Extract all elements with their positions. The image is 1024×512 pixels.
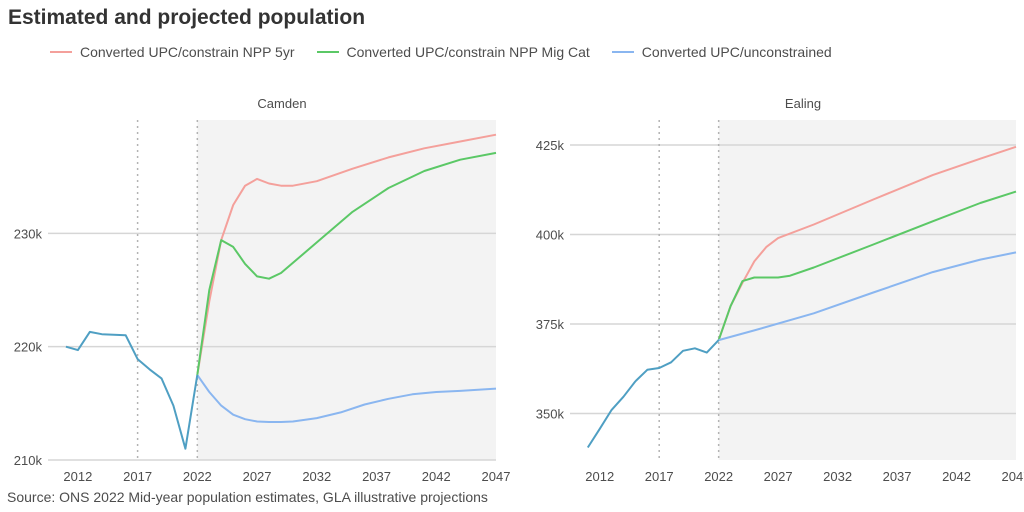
x-tick-label: 2022: [704, 469, 733, 484]
x-tick-label: 2047: [1002, 469, 1024, 484]
x-tick-label: 2027: [764, 469, 793, 484]
y-tick-label: 210k: [14, 453, 43, 468]
panel-title: Camden: [257, 96, 306, 111]
series-line-npp-5yr: [196, 133, 497, 376]
panel-ealing: 350k 375k 400k 425k 2012 2017 2022 2027 2032 2037…: [536, 96, 1024, 484]
x-tick-label: 2012: [585, 469, 614, 484]
panel-title: Ealing: [785, 96, 821, 111]
x-tick-label: 2032: [823, 469, 852, 484]
x-tick-label: 2032: [302, 469, 331, 484]
y-tick-label: 375k: [536, 317, 565, 332]
y-tick-label: 220k: [14, 340, 43, 355]
x-tick-label: 2022: [183, 469, 212, 484]
x-tick-label: 2017: [123, 469, 152, 484]
source-note: Source: ONS 2022 Mid-year population est…: [7, 489, 488, 505]
series-line-unconstrained: [196, 374, 497, 423]
projection-shade: [718, 120, 1016, 460]
y-tick-label: 350k: [536, 406, 565, 421]
x-tick-label: 2047: [482, 469, 511, 484]
legend: Converted UPC/constrain NPP 5yr Converte…: [50, 44, 854, 60]
legend-swatch-unconstrained: [611, 51, 634, 53]
legend-item-npp-5yr: Converted UPC/constrain NPP 5yr: [50, 44, 295, 60]
legend-swatch-npp-5yr: [50, 51, 72, 53]
y-tick-label: 400k: [536, 228, 565, 243]
history-line: [65, 330, 199, 450]
legend-item-unconstrained: Converted UPC/unconstrained: [611, 44, 832, 60]
x-tick-label: 2017: [645, 469, 674, 484]
projection-shade: [197, 120, 497, 460]
x-tick-label: 2037: [362, 469, 391, 484]
x-tick-label: 2037: [883, 469, 912, 484]
series-line-unconstrained: [718, 251, 1017, 342]
panel-camden: 210k 220k 230k 2012 2017 2022 2027 2032 2037 2042…: [14, 96, 511, 484]
legend-label-npp-mig-cat: Converted UPC/constrain NPP Mig Cat: [346, 44, 590, 60]
x-tick-label: 2042: [942, 469, 971, 484]
x-tick-label: 2027: [243, 469, 272, 484]
x-tick-label: 2012: [63, 469, 92, 484]
series-line-npp-mig-cat: [196, 151, 497, 376]
y-tick-label: 230k: [14, 226, 43, 241]
legend-swatch-npp-mig-cat: [316, 51, 339, 53]
legend-item-npp-mig-cat: Converted UPC/constrain NPP Mig Cat: [316, 44, 590, 60]
series-line-npp-mig-cat: [717, 190, 1017, 341]
chart-title: Estimated and projected population: [8, 6, 366, 29]
x-tick-label: 2042: [422, 469, 451, 484]
history-line: [586, 339, 720, 449]
legend-label-npp-5yr: Converted UPC/constrain NPP 5yr: [80, 44, 295, 60]
y-tick-label: 425k: [536, 138, 565, 153]
legend-label-unconstrained: Converted UPC/unconstrained: [641, 44, 832, 60]
